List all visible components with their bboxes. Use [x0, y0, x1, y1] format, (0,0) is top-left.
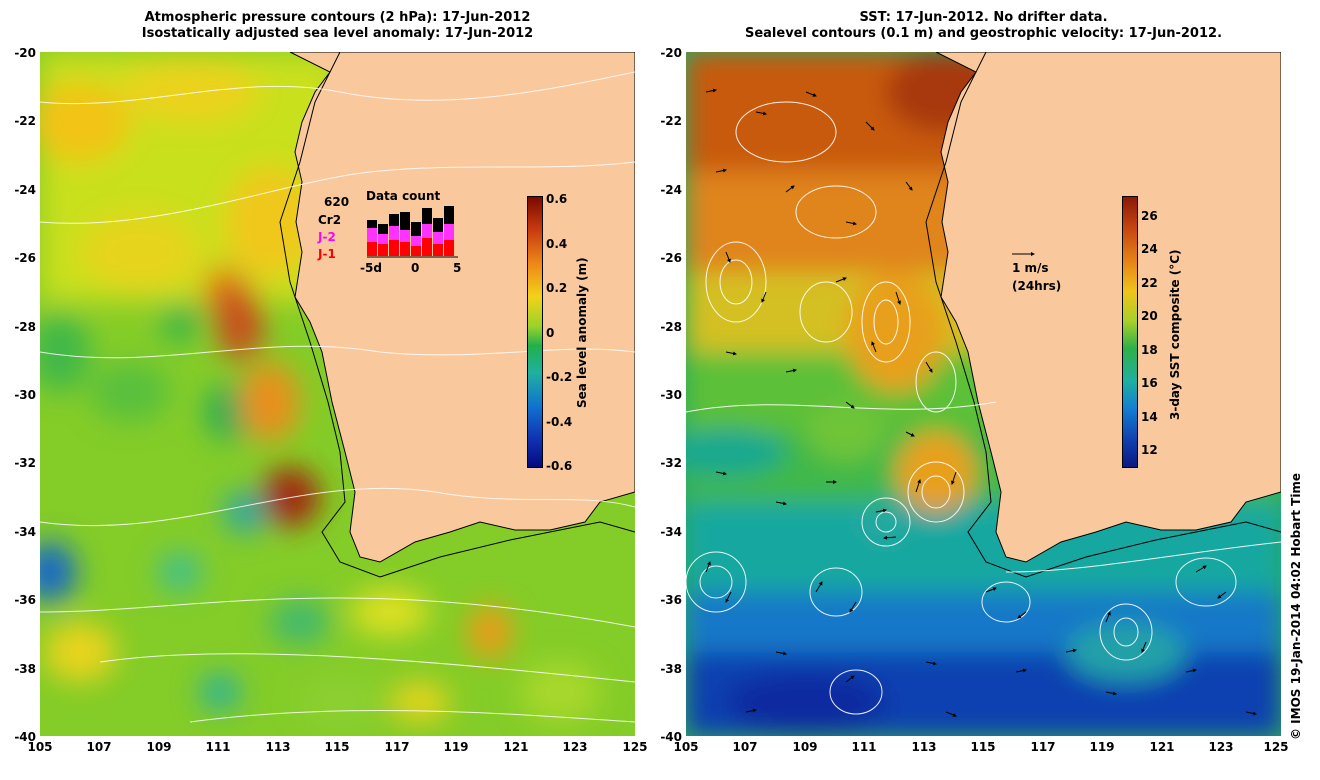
- lon-label-right: 121: [1149, 740, 1175, 754]
- sst-tick-22: 22: [1141, 276, 1158, 290]
- lon-label-right: 123: [1208, 740, 1234, 754]
- sst-colorbar-title: 3-day SST composite (°C): [1168, 249, 1182, 420]
- satellite-j2: J-2: [318, 230, 336, 244]
- sst-map[interactable]: [686, 52, 1281, 736]
- sla-tick-0: 0: [546, 326, 555, 340]
- lon-label-right: 115: [970, 740, 996, 754]
- sla-colorbar-title: Sea level anomaly (m): [575, 257, 589, 408]
- lon-label-left: 113: [265, 740, 291, 754]
- lat-label-right: -30: [660, 388, 682, 402]
- lat-label-left: -34: [14, 525, 36, 539]
- lat-label-right: -32: [660, 456, 682, 470]
- lat-label-left: -38: [14, 662, 36, 676]
- imos-credit: © IMOS 19-Jan-2014 04:02 Hobart Time: [1289, 472, 1303, 740]
- lon-label-left: 123: [562, 740, 588, 754]
- lon-label-right: 107: [732, 740, 758, 754]
- left-title-line1: Atmospheric pressure contours (2 hPa): 1…: [144, 10, 531, 25]
- sst-tick-12: 12: [1141, 443, 1158, 457]
- lat-label-right: -34: [660, 525, 682, 539]
- australia-landmass: [289, 52, 635, 563]
- left-title: Atmospheric pressure contours (2 hPa): 1…: [40, 10, 635, 42]
- left-title-line2: Isostatically adjusted sea level anomaly…: [141, 26, 534, 41]
- sla-tick-0.4: 0.4: [546, 237, 568, 251]
- lat-label-left: -28: [14, 320, 36, 334]
- sla-tick-0.2: 0.2: [546, 281, 568, 295]
- satellite-j1: J-1: [318, 247, 336, 261]
- lat-label-left: -26: [14, 251, 36, 265]
- lat-label-left: -20: [14, 46, 36, 60]
- sla-tick-0.6: 0.6: [546, 192, 568, 206]
- lon-label-right: 105: [673, 740, 699, 754]
- lat-label-right: -38: [660, 662, 682, 676]
- data-count-axis-neg5d: -5d: [360, 261, 382, 275]
- lon-label-left: 121: [503, 740, 529, 754]
- lon-label-left: 107: [86, 740, 112, 754]
- data-count-axis-0: 0: [411, 261, 420, 275]
- lat-label-right: -28: [660, 320, 682, 334]
- lat-label-left: -32: [14, 456, 36, 470]
- sla-colorbar: [527, 196, 543, 468]
- australia-landmass-sst: [935, 52, 1281, 563]
- lon-label-right: 113: [911, 740, 937, 754]
- sla-tick-neg0.6: -0.6: [546, 459, 573, 473]
- lat-label-right: -22: [660, 114, 682, 128]
- lon-label-right: 119: [1089, 740, 1115, 754]
- lat-label-right: -20: [660, 46, 682, 60]
- lon-label-left: 125: [622, 740, 648, 754]
- lon-label-right: 117: [1030, 740, 1056, 754]
- sst-tick-26: 26: [1141, 209, 1158, 223]
- sst-tick-14: 14: [1141, 410, 1158, 424]
- lon-label-right: 109: [792, 740, 818, 754]
- sla-tick-neg0.4: -0.4: [546, 415, 573, 429]
- data-count-total: 620: [324, 195, 350, 209]
- lat-label-left: -36: [14, 593, 36, 607]
- data-count-axis-5: 5: [453, 261, 462, 275]
- velocity-scale-label: 1 m/s: [1012, 261, 1049, 275]
- lat-label-right: -40: [660, 730, 682, 744]
- sst-tick-18: 18: [1141, 343, 1158, 357]
- lat-label-right: -24: [660, 183, 682, 197]
- lat-label-left: -30: [14, 388, 36, 402]
- right-title-line2: Sealevel contours (0.1 m) and geostrophi…: [744, 26, 1223, 41]
- sst-tick-20: 20: [1141, 309, 1158, 323]
- sst-tick-16: 16: [1141, 376, 1158, 390]
- lon-label-right: 125: [1263, 740, 1289, 754]
- lon-label-left: 117: [384, 740, 410, 754]
- lon-label-left: 119: [443, 740, 469, 754]
- lat-label-right: -26: [660, 251, 682, 265]
- lat-label-left: -24: [14, 183, 36, 197]
- sla-map[interactable]: [40, 52, 635, 736]
- data-count-inset: [367, 206, 458, 258]
- lat-label-left: -40: [14, 730, 36, 744]
- lon-label-left: 109: [146, 740, 172, 754]
- lon-label-left: 115: [324, 740, 350, 754]
- lon-label-right: 111: [851, 740, 877, 754]
- sst-colorbar: [1122, 196, 1138, 468]
- velocity-scale-sublabel: (24hrs): [1012, 279, 1062, 293]
- sla-tick-neg0.2: -0.2: [546, 370, 573, 384]
- lat-label-left: -22: [14, 114, 36, 128]
- lat-label-right: -36: [660, 593, 682, 607]
- sst-tick-24: 24: [1141, 242, 1158, 256]
- data-count-title: Data count: [366, 189, 441, 203]
- lon-label-left: 111: [205, 740, 231, 754]
- right-title-line1: SST: 17-Jun-2012. No drifter data.: [859, 10, 1108, 25]
- right-title: SST: 17-Jun-2012. No drifter data. Seale…: [686, 10, 1281, 42]
- satellite-cr2: Cr2: [318, 213, 342, 227]
- lon-label-left: 105: [27, 740, 53, 754]
